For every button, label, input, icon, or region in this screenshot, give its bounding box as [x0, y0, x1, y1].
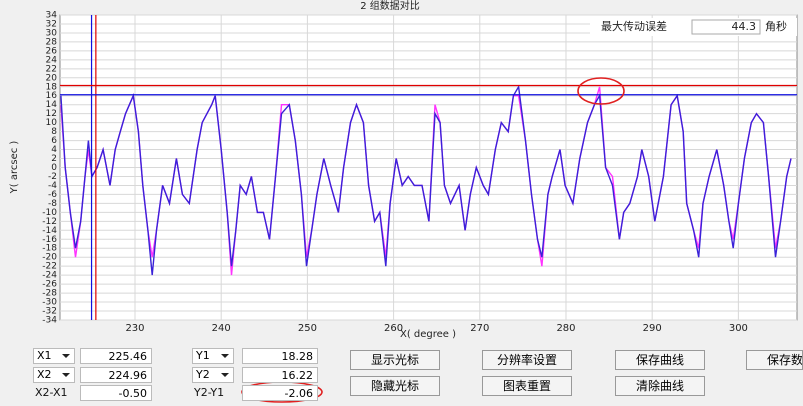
y-tick-label: -4 [48, 181, 57, 191]
y-tick-label: -20 [42, 253, 57, 263]
y-tick-label: -10 [42, 208, 57, 218]
y-tick-label: 4 [51, 145, 57, 155]
y-tick-label: 20 [46, 73, 58, 83]
y-tick-label: 10 [46, 118, 58, 128]
y-tick-label: 12 [46, 109, 57, 119]
y-tick-label: 6 [51, 136, 57, 146]
y-tick-label: -24 [42, 271, 57, 281]
y-tick-label: 14 [46, 100, 58, 110]
y2-value: 16.22 [242, 367, 318, 383]
y-tick-label: -8 [48, 199, 57, 209]
y1-select[interactable]: Y1 [192, 348, 234, 364]
y-tick-label: 22 [46, 64, 57, 74]
y-tick-label: -16 [42, 235, 57, 245]
y-tick-label: -12 [42, 217, 57, 227]
button[interactable]: 隐藏光标 [350, 376, 440, 396]
chart-title: 2 组数据对比 [360, 0, 420, 12]
button[interactable]: 保存数据 [746, 350, 803, 370]
y-tick-label: 32 [46, 19, 57, 29]
x-axis-label: X( degree ) [400, 329, 456, 340]
button[interactable]: 保存曲线 [615, 350, 705, 370]
x1-value: 225.46 [80, 348, 152, 364]
x-tick-label: 300 [729, 323, 748, 334]
y-axis-label: Y( arcsec ) [9, 141, 20, 195]
y2-select[interactable]: Y2 [192, 367, 234, 383]
y-tick-label: 26 [46, 46, 58, 56]
y-tick-label: -2 [48, 172, 57, 182]
x-tick-label: 250 [298, 323, 317, 334]
dx-label: X2-X1 [35, 386, 68, 399]
x2-select[interactable]: X2 [33, 367, 75, 383]
y1-value: 18.28 [242, 348, 318, 364]
y-tick-label: -22 [42, 262, 57, 272]
y-tick-label: 30 [46, 28, 58, 38]
y-tick-label: 2 [51, 154, 57, 164]
y-tick-label: 24 [46, 55, 58, 65]
x-tick-label: 230 [125, 323, 144, 334]
y-tick-label: 16 [46, 91, 58, 101]
x2-value: 224.96 [80, 367, 152, 383]
button[interactable]: 显示光标 [350, 350, 440, 370]
y-tick-label: -14 [42, 226, 57, 236]
button[interactable]: 清除曲线 [615, 376, 705, 396]
y-tick-label: -18 [42, 244, 57, 254]
x1-select[interactable]: X1 [33, 348, 75, 364]
y-tick-label: -34 [42, 316, 57, 326]
chart: 2 组数据对比 X( degree ) Y( arcsec ) -34-32-3… [9, 0, 798, 340]
y-tick-label: 8 [51, 127, 57, 137]
series-line [60, 84, 792, 276]
x-tick-label: 270 [470, 323, 489, 334]
button[interactable]: 图表重置 [482, 376, 572, 396]
x-tick-label: 260 [384, 323, 403, 334]
y-tick-label: 18 [46, 82, 58, 92]
dy-label: Y2-Y1 [194, 386, 225, 399]
dx-value: -0.50 [80, 385, 152, 401]
button[interactable]: 分辨率设置 [482, 350, 572, 370]
y-tick-label: 0 [51, 163, 57, 173]
dy-value: -2.06 [242, 385, 318, 401]
y-tick-label: 34 [46, 11, 58, 21]
y-tick-label: 28 [46, 37, 58, 47]
x-tick-label: 240 [212, 323, 231, 334]
y-tick-label: -32 [42, 307, 57, 317]
y-tick-label: -6 [48, 190, 57, 200]
x-tick-label: 290 [643, 323, 662, 334]
x-tick-label: 280 [556, 323, 575, 334]
y-tick-label: -26 [42, 280, 57, 290]
y-tick-label: -28 [42, 289, 57, 299]
y-tick-label: -30 [42, 298, 57, 308]
